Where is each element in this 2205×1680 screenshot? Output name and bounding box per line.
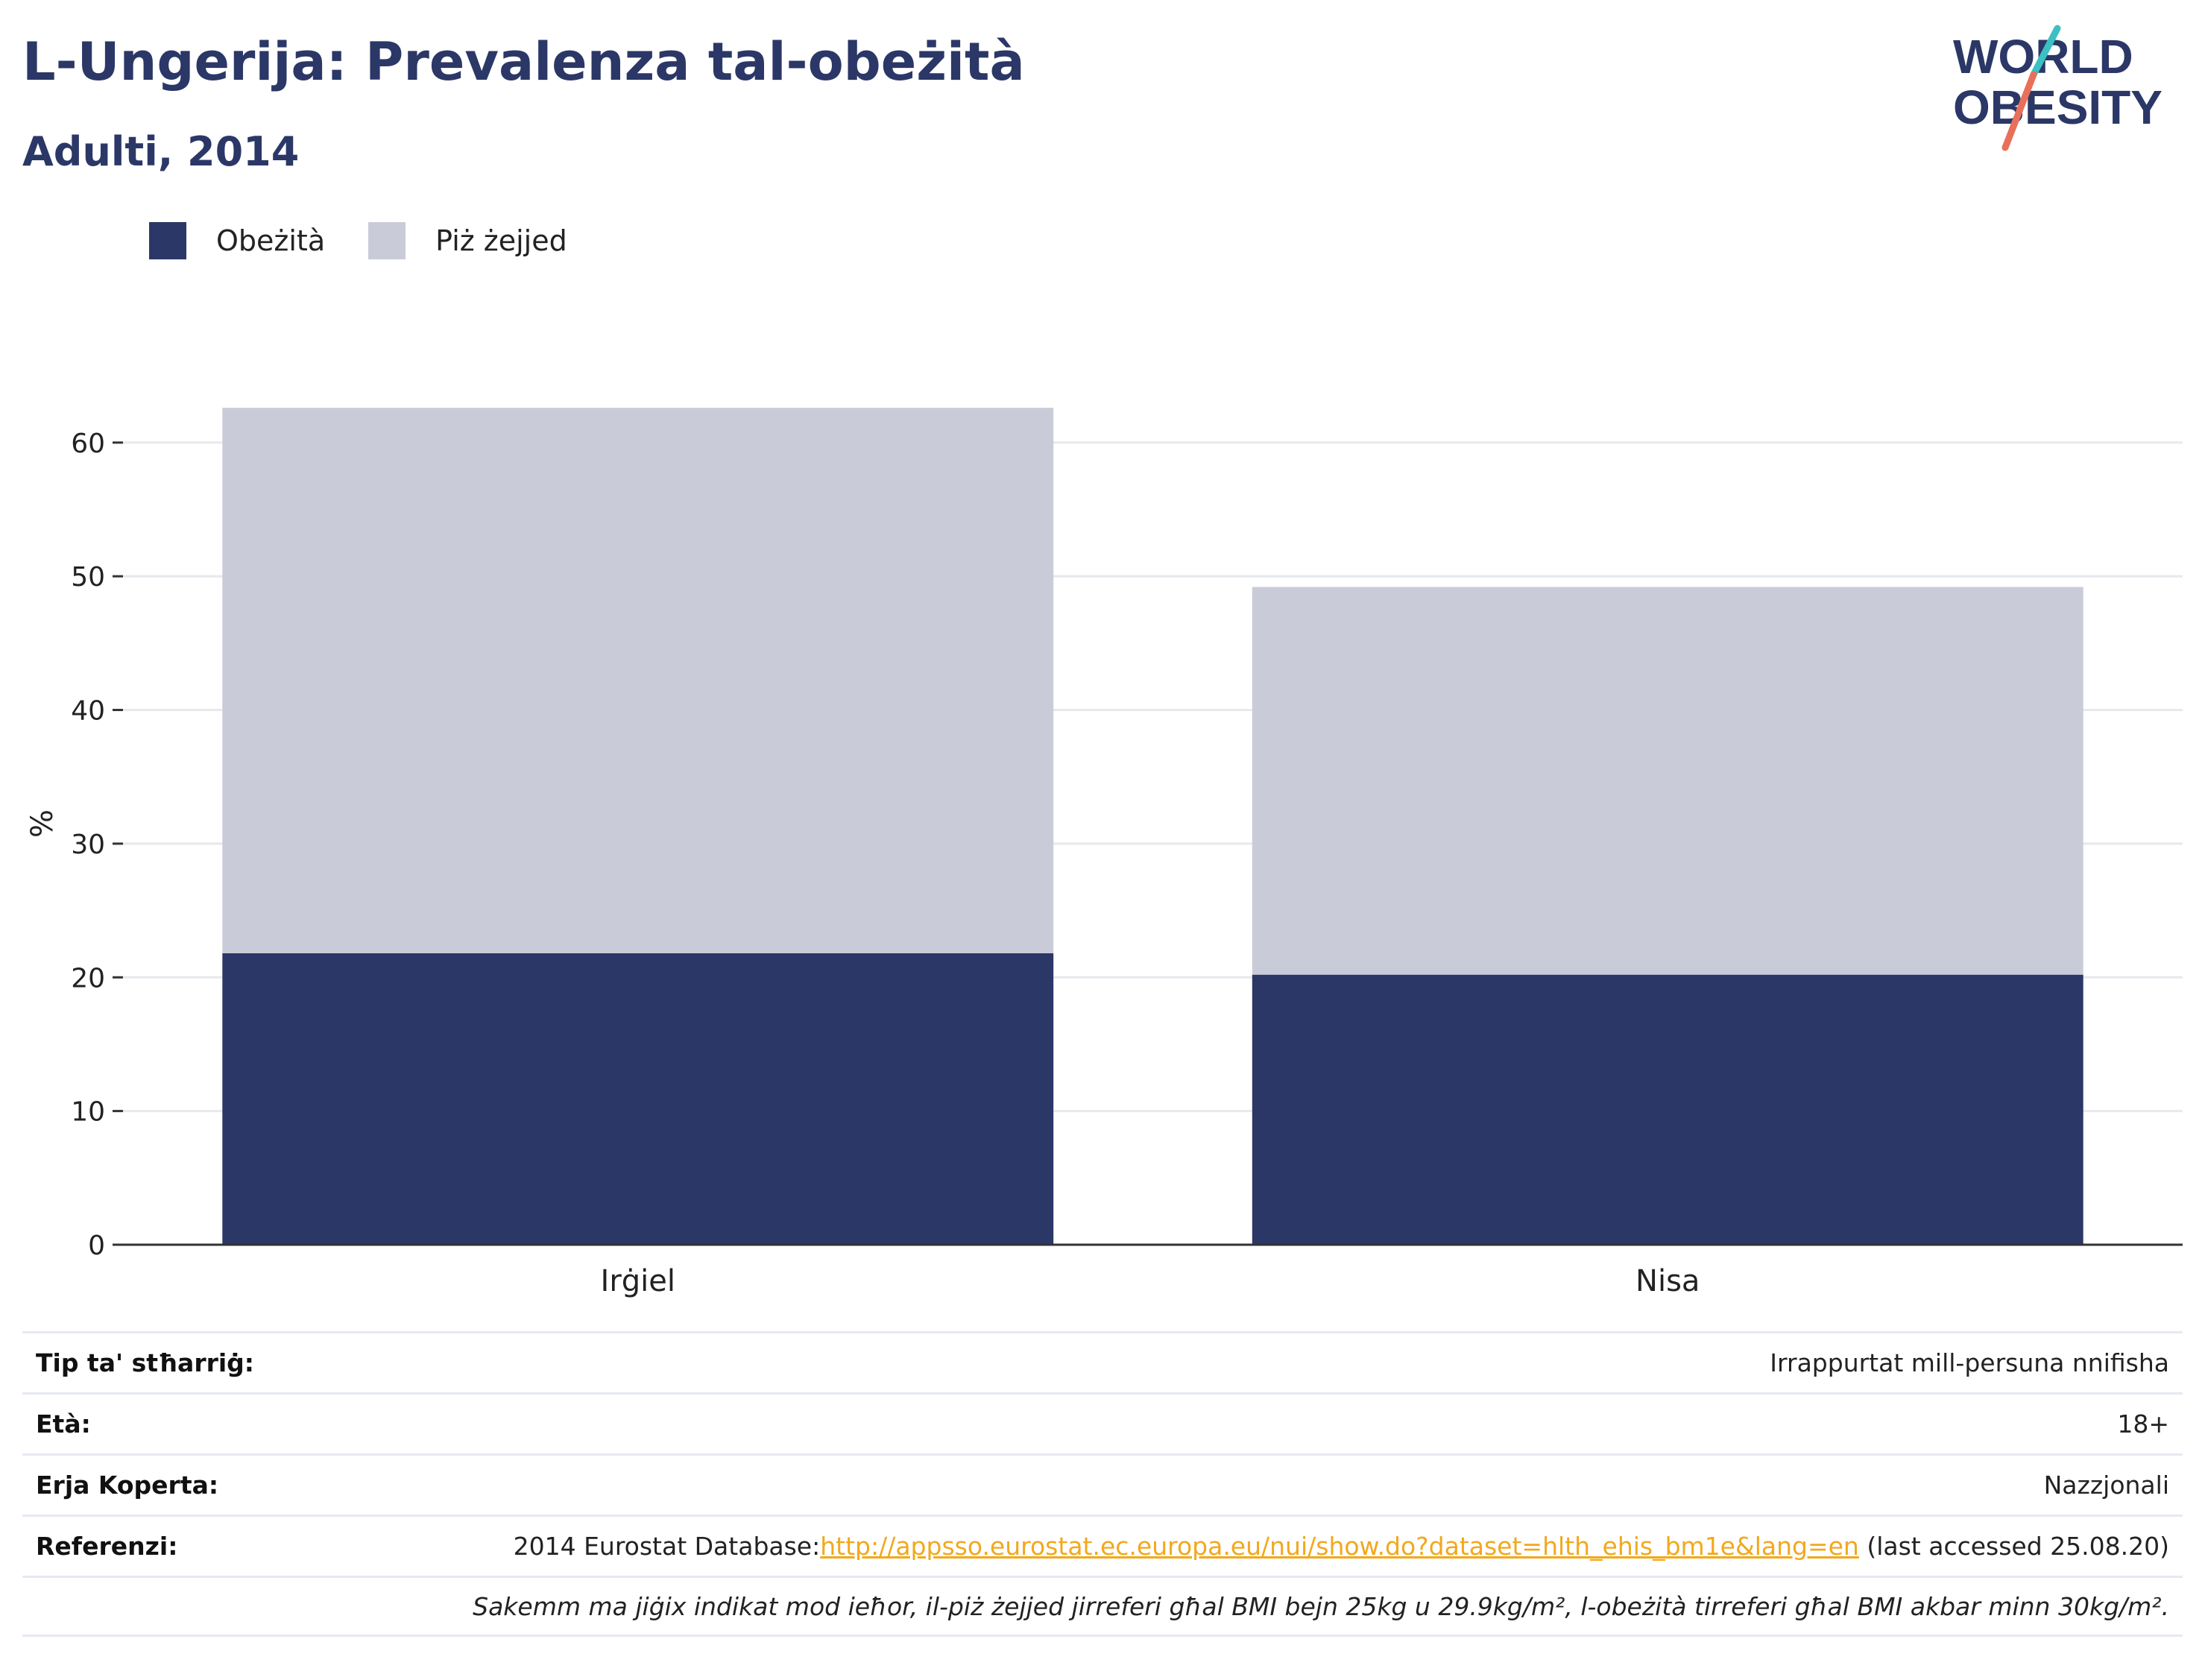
legend-swatch-obesity	[149, 222, 186, 259]
info-label-survey-type: Tip ta' stħarriġ:	[36, 1348, 255, 1377]
bar-obesity-1	[1252, 974, 2083, 1245]
reference-link[interactable]: http://appsso.eurostat.ec.europa.eu/nui/…	[820, 1532, 1859, 1561]
y-tick-label: 60	[71, 429, 105, 459]
info-label-reference: Referenzi:	[36, 1532, 178, 1561]
y-tick-label: 30	[71, 830, 105, 860]
bar-overweight-0	[222, 408, 1054, 953]
info-row-area: Erja Koperta: Nazzjonali	[22, 1453, 2183, 1515]
info-value-age: 18+	[2117, 1409, 2169, 1439]
y-tick-label: 0	[88, 1231, 105, 1261]
info-label-area: Erja Koperta:	[36, 1471, 219, 1500]
chart-legend: Obeżità Piż żejjed	[149, 222, 611, 259]
info-row-note: Sakemm ma jiġix indikat mod ieħor, il-pi…	[22, 1576, 2183, 1637]
logo-slash-top	[2030, 25, 2061, 78]
y-axis-label: %	[25, 809, 60, 838]
legend-item-obesity[interactable]: Obeżità	[149, 222, 325, 259]
info-value-area: Nazzjonali	[2043, 1471, 2169, 1500]
bar-chart: 0 10 20 30 40 50 60% Irġiel Nisa	[25, 408, 2183, 1298]
chart-title: L-Ungerija: Prevalenza tal-obeżità	[22, 31, 1025, 92]
bar-overweight-1	[1252, 587, 2083, 975]
legend-swatch-overweight	[368, 222, 406, 259]
y-tick-label: 10	[71, 1097, 105, 1128]
legend-label-overweight: Piż żejjed	[435, 224, 567, 257]
info-row-age: Età: 18+	[22, 1392, 2183, 1453]
chart-subtitle: Adulti, 2014	[22, 128, 300, 175]
info-label-age: Età:	[36, 1409, 91, 1439]
reference-prefix: 2014 Eurostat Database:	[513, 1532, 821, 1561]
x-tick-label: Irġiel	[601, 1264, 675, 1298]
info-value-reference: 2014 Eurostat Database:http://appsso.eur…	[514, 1532, 2169, 1561]
x-tick-label: Nisa	[1635, 1264, 1700, 1298]
reference-suffix: (last accessed 25.08.20)	[1858, 1532, 2169, 1561]
logo-slash-bottom	[2001, 71, 2037, 151]
info-value-survey-type: Irrappurtat mill-persuna nnifisha	[1770, 1348, 2169, 1377]
y-tick-label: 20	[71, 963, 105, 994]
info-table: Tip ta' stħarriġ: Irrappurtat mill-persu…	[22, 1331, 2183, 1637]
y-tick-label: 40	[71, 696, 105, 727]
legend-label-obesity: Obeżità	[216, 224, 326, 257]
info-row-survey-type: Tip ta' stħarriġ: Irrappurtat mill-persu…	[22, 1331, 2183, 1392]
logo-text-obesity: OBESITY	[1953, 80, 2163, 134]
world-obesity-logo: WORLD OBESITY	[1953, 25, 2163, 151]
legend-item-overweight[interactable]: Piż żejjed	[368, 222, 567, 259]
info-row-reference: Referenzi: 2014 Eurostat Database:http:/…	[22, 1515, 2183, 1576]
y-tick-label: 50	[71, 562, 105, 593]
info-note: Sakemm ma jiġix indikat mod ieħor, il-pi…	[473, 1591, 2169, 1621]
bar-obesity-0	[222, 953, 1054, 1245]
